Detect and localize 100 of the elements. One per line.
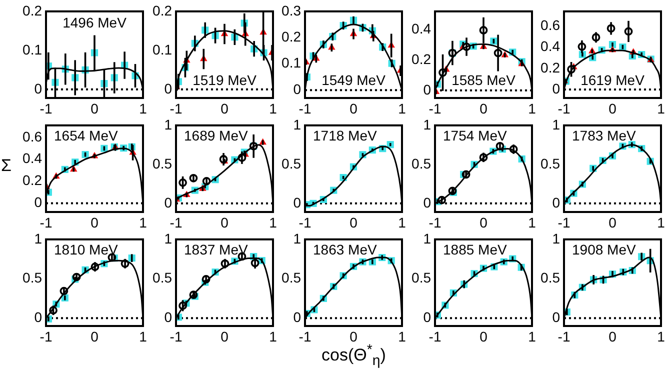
x-tick-label: 0 xyxy=(479,100,488,116)
y-tick-label: 1 xyxy=(422,230,431,246)
y-tick-label: 0 xyxy=(293,308,302,325)
y-tick-label: 0.5 xyxy=(411,155,431,172)
y-tick-label: 0.4 xyxy=(540,38,560,54)
y-tick-label: 0 xyxy=(293,194,302,210)
x-tick-label: 0 xyxy=(220,214,228,230)
chart-title: 1718 MeV xyxy=(313,127,378,144)
y-tick-label: 0.2 xyxy=(22,2,42,18)
x-tick-label: -1 xyxy=(298,100,312,116)
x-tick-label: 1 xyxy=(657,328,666,344)
x-tick-label: -1 xyxy=(40,100,52,116)
y-tick-label: 0.5 xyxy=(282,270,302,286)
x-tick-label: 1 xyxy=(398,100,406,116)
x-tick-label: 0 xyxy=(90,214,99,230)
y-tick-label: 0 xyxy=(34,308,42,325)
y-tick-label: 1 xyxy=(293,230,302,246)
y-tick-label: 0.5 xyxy=(152,155,172,172)
y-tick-label: 0.5 xyxy=(152,270,172,286)
chart-title: 1496 MeV xyxy=(62,14,128,30)
y-tick-label: 0 xyxy=(552,80,560,96)
x-tick-label: -1 xyxy=(558,214,570,230)
text: 1585 MeV xyxy=(451,72,516,88)
x-tick-label: 0 xyxy=(90,328,99,344)
x-tick-label: -1 xyxy=(40,214,52,230)
y-tick-label: 0.6 xyxy=(540,17,560,34)
x-tick-label: 1 xyxy=(139,214,148,230)
x-tick-label: 1 xyxy=(528,328,536,344)
text: 1619 MeV xyxy=(580,72,646,88)
y-tick-label: 0 xyxy=(552,194,560,210)
x-tick-label: -1 xyxy=(298,328,312,344)
x-tick-label: 1 xyxy=(139,100,148,116)
y-tick-label: 0 xyxy=(422,81,431,98)
y-tick-label: 0 xyxy=(34,80,42,96)
x-tick-label: -1 xyxy=(298,214,312,230)
x-tick-label: -1 xyxy=(40,328,52,344)
y-tick-label: 0.5 xyxy=(411,270,431,286)
x-tick-label: 1 xyxy=(398,214,406,230)
chart-title: 1885 MeV xyxy=(442,241,507,258)
chart-title: 1654 MeV xyxy=(54,127,118,144)
y-tick-label: 0.2 xyxy=(411,50,431,67)
x-axis-title: cos(Θ$^{*}$$_{η}$) xyxy=(322,342,386,370)
y-tick-label: 0 xyxy=(164,194,172,210)
x-tick-label: 0 xyxy=(350,100,358,116)
x-tick-label: 0 xyxy=(479,328,488,344)
y-tick-label: 0 xyxy=(293,80,302,97)
x-tick-label: 0 xyxy=(90,100,99,116)
x-tick-label: -1 xyxy=(428,328,441,344)
x-tick-label: 1 xyxy=(268,328,277,344)
y-tick-label: 1 xyxy=(293,116,302,132)
x-tick-label: 0 xyxy=(608,328,617,344)
y-tick-label: 1 xyxy=(552,116,560,132)
y-tick-label: 0.4 xyxy=(22,150,42,166)
x-tick-label: 0 xyxy=(479,214,488,230)
x-tick-label: 1 xyxy=(268,214,277,230)
x-tick-label: 0 xyxy=(608,214,617,230)
y-tick-label: 0 xyxy=(34,194,42,210)
y-tick-label: 0.2 xyxy=(22,172,42,188)
chart-title: 1689 MeV xyxy=(184,127,248,144)
y-tick-label: 0.5 xyxy=(22,270,42,286)
y-tick-label: 1 xyxy=(422,116,431,132)
y-tick-label: 0 xyxy=(422,194,431,210)
y-tick-label: 0.1 xyxy=(152,41,172,58)
chart-title: 1908 MeV xyxy=(572,241,636,258)
chart-title: 1837 MeV xyxy=(184,241,248,258)
y-tick-label: 1 xyxy=(552,230,560,246)
x-tick-label: -1 xyxy=(169,100,182,116)
y-tick-label: 0 xyxy=(164,80,172,96)
chart-title: 1754 MeV xyxy=(442,127,507,144)
x-tick-label: 1 xyxy=(139,328,148,344)
x-tick-label: -1 xyxy=(169,214,182,230)
y-tick-label: 0.3 xyxy=(282,2,302,18)
y-tick-label: 1 xyxy=(164,230,172,246)
y-tick-label: 0.1 xyxy=(282,54,302,71)
y-tick-label: 0.5 xyxy=(540,155,560,172)
y-tick-label: 0.6 xyxy=(22,128,42,144)
y-tick-label: 1 xyxy=(164,116,172,132)
y-tick-label: 0 xyxy=(552,308,560,325)
x-tick-label: -1 xyxy=(428,100,441,116)
y-tick-label: 0.1 xyxy=(22,41,42,58)
y-tick-label: 0.2 xyxy=(152,2,172,18)
x-tick-label: 1 xyxy=(657,100,666,116)
x-tick-label: 0 xyxy=(608,100,617,116)
y-tick-label: 0 xyxy=(164,308,172,325)
y-tick-label: 0.5 xyxy=(282,155,302,172)
x-tick-label: 0 xyxy=(350,214,358,230)
y-tick-label: 0.2 xyxy=(540,59,560,76)
x-tick-label: -1 xyxy=(169,328,182,344)
y-tick-label: 0.2 xyxy=(282,28,302,44)
text: 1519 MeV xyxy=(192,72,257,88)
x-tick-label: 0 xyxy=(220,328,228,344)
x-tick-label: 1 xyxy=(398,328,406,344)
x-tick-label: 1 xyxy=(657,214,666,230)
x-tick-label: 1 xyxy=(268,100,277,116)
chart-title: 1810 MeV xyxy=(54,241,118,258)
x-tick-label: -1 xyxy=(558,328,570,344)
y-axis-title: Σ xyxy=(1,156,12,176)
chart-title: 1863 MeV xyxy=(313,241,378,258)
y-tick-label: 0.5 xyxy=(540,270,560,286)
x-tick-label: 1 xyxy=(528,100,536,116)
